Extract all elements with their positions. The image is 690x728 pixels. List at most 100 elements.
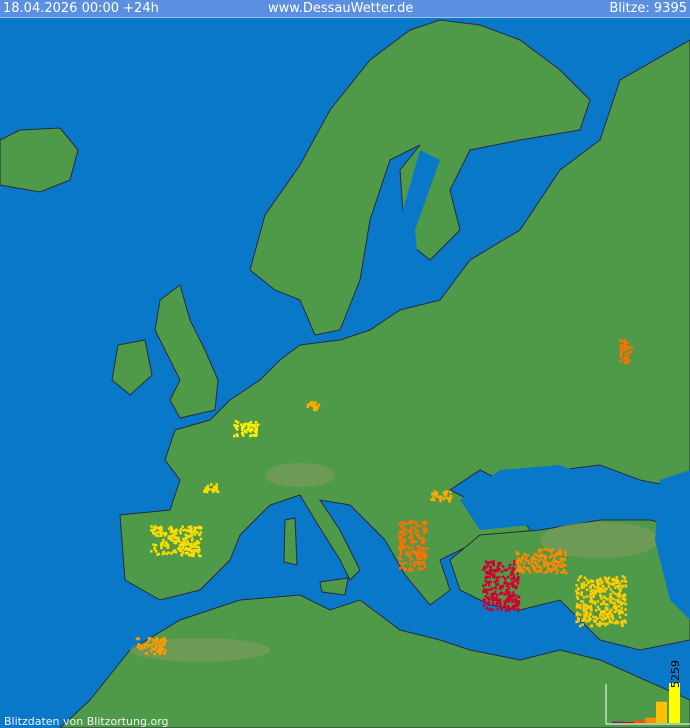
lightning-strike [600, 580, 604, 584]
lightning-strike [418, 536, 422, 540]
lightning-strike [577, 618, 580, 621]
lightning-strike [619, 360, 622, 363]
lightning-strike [415, 534, 419, 537]
lightning-strike [512, 604, 515, 608]
lightning-strike [421, 537, 425, 541]
lightning-strike [199, 531, 203, 534]
lightning-strike [424, 554, 427, 558]
lightning-strike [159, 638, 163, 641]
lightning-strike [418, 554, 421, 557]
lightning-strike [400, 540, 403, 544]
lightning-strike [160, 541, 163, 545]
lightning-strike [524, 558, 528, 562]
highlands [130, 463, 660, 662]
lightning-strike [608, 620, 612, 624]
lightning-strike [206, 484, 210, 488]
lightning-strike [599, 594, 602, 597]
lightning-strike [399, 557, 403, 561]
lightning-strike [609, 610, 612, 614]
lightning-strike [407, 545, 411, 549]
lightning-strike [530, 560, 534, 564]
lightning-strike [255, 432, 258, 436]
lightning-strike [193, 528, 197, 531]
lightning-strike [316, 406, 319, 409]
lightning-strike [155, 645, 158, 648]
lightning-strike [554, 565, 558, 568]
lightning-strike [550, 553, 553, 557]
site-link[interactable]: www.DessauWetter.de [268, 1, 414, 16]
lightning-strike [421, 546, 425, 550]
lightning-strike [432, 496, 435, 499]
lightning-strike [613, 603, 617, 607]
lightning-strike [505, 592, 508, 596]
lightning-strike [601, 590, 605, 593]
lightning-strike [190, 539, 194, 542]
lightning-strike [439, 499, 442, 503]
lightning-strike [504, 603, 507, 607]
lightning-strike [193, 544, 197, 547]
lightning-strike [575, 620, 578, 624]
lightning-strike [174, 528, 178, 532]
lightning-strike [484, 583, 487, 587]
lightning-strike [158, 645, 162, 648]
lightning-strike [317, 403, 321, 406]
lightning-strike [424, 521, 428, 525]
lightning-strike [601, 610, 604, 613]
lightning-strike [606, 608, 609, 612]
lightning-strike [597, 623, 601, 627]
lightning-strike [399, 551, 403, 555]
lightning-strike [602, 595, 606, 599]
lightning-strike [402, 529, 406, 532]
lightning-strike [563, 563, 567, 567]
lightning-strike [576, 611, 579, 614]
lightning-strike [204, 490, 208, 493]
lightning-strike [484, 602, 488, 605]
lightning-strike [498, 605, 502, 608]
lightning-strike [190, 530, 193, 533]
lightning-strike [399, 545, 403, 549]
lightning-strike [138, 647, 142, 651]
lightning-strike [485, 607, 488, 610]
lightning-strike [413, 526, 416, 529]
lightning-strike [624, 608, 627, 611]
lightning-strike [515, 585, 518, 589]
lightning-strike [618, 610, 621, 614]
lightning-strike [164, 541, 168, 544]
lightning-strike [216, 490, 220, 494]
lightning-strike [398, 522, 401, 525]
lightning-strike [449, 494, 453, 498]
lightning-strike [495, 569, 499, 573]
lightning-strike [414, 551, 418, 554]
lightning-strike [624, 585, 628, 588]
lightning-strike [198, 533, 201, 537]
lightning-strike [234, 426, 238, 430]
lightning-strike [517, 600, 520, 603]
lightning-strike [520, 567, 523, 570]
date-range: 18.04.2026 00:00 +24h [3, 1, 159, 16]
lightning-strike [162, 637, 166, 640]
lightning-strike [620, 340, 624, 343]
lightning-strike [164, 532, 168, 536]
lightning-strike [565, 571, 568, 575]
lightning-strike [579, 606, 582, 610]
lightning-strike [190, 532, 194, 535]
lightning-strike [564, 552, 567, 556]
lightning-strike [492, 560, 495, 563]
lightning-strike [618, 612, 621, 616]
lightning-strike [499, 587, 503, 590]
lightning-strike [563, 550, 567, 554]
lightning-strike [620, 606, 623, 610]
lightning-strike [624, 613, 628, 617]
lightning-strike [210, 488, 214, 491]
lightning-strike [492, 561, 495, 565]
histogram-max-label: 5259 [669, 660, 682, 688]
lightning-strike [190, 534, 194, 538]
lightning-strike [492, 596, 496, 599]
lightning-strike [522, 565, 526, 569]
lightning-strike [503, 580, 507, 584]
lightning-strike [166, 544, 170, 547]
lightning-strike [423, 565, 427, 569]
lightning-strike [423, 529, 426, 532]
lightning-strike [449, 496, 453, 499]
lightning-strike [497, 600, 501, 603]
